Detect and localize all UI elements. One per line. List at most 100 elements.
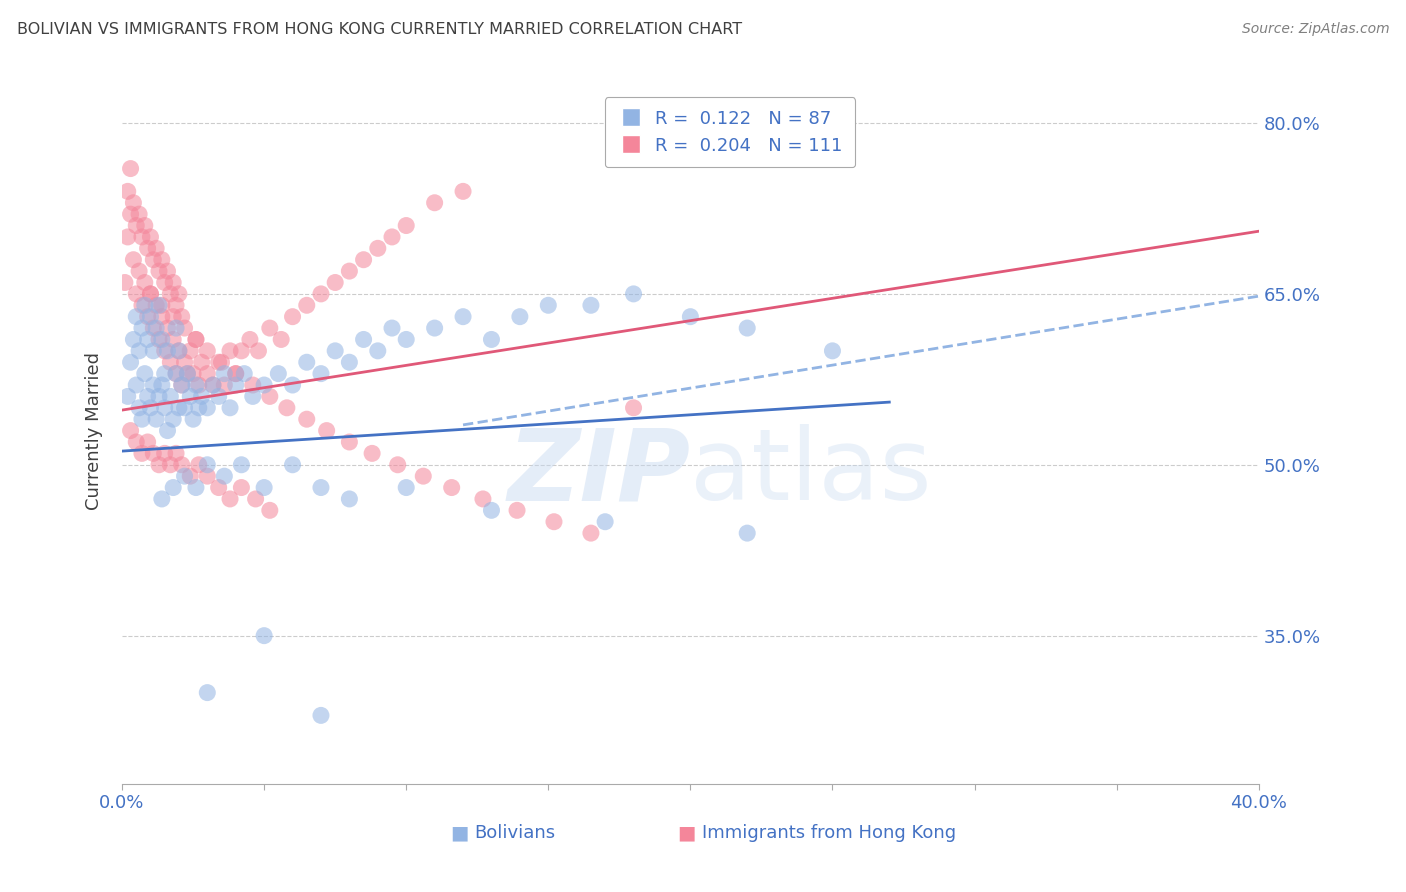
Point: [162, 412, 184, 426]
Point: [170, 378, 193, 392]
Point: [179, 389, 201, 403]
Point: [156, 321, 179, 335]
Point: [167, 286, 190, 301]
Point: [412, 469, 434, 483]
Point: [114, 276, 136, 290]
Point: [367, 241, 389, 255]
Point: [131, 412, 153, 426]
Point: [150, 310, 173, 324]
Point: [337, 434, 360, 449]
Point: [253, 629, 276, 643]
Point: [219, 401, 242, 415]
Point: [170, 310, 193, 324]
Point: [735, 321, 758, 335]
Point: [440, 481, 463, 495]
Point: [471, 491, 494, 506]
Point: [253, 481, 276, 495]
Point: [142, 252, 165, 267]
Point: [153, 343, 176, 358]
Point: [139, 230, 162, 244]
Point: [367, 343, 389, 358]
Point: [481, 333, 503, 347]
Point: [259, 503, 281, 517]
Point: [259, 321, 281, 335]
Point: [323, 343, 346, 358]
Point: [156, 264, 179, 278]
Point: [167, 401, 190, 415]
Point: [179, 343, 201, 358]
Legend: R =  0.122   N = 87, R =  0.204   N = 111: R = 0.122 N = 87, R = 0.204 N = 111: [605, 97, 855, 168]
Point: [153, 446, 176, 460]
Point: [184, 378, 207, 392]
Point: [120, 207, 142, 221]
Point: [136, 389, 159, 403]
Point: [281, 458, 304, 472]
Point: [225, 378, 247, 392]
Point: [214, 469, 236, 483]
Point: [295, 355, 318, 369]
Point: [259, 389, 281, 403]
Point: [153, 367, 176, 381]
Point: [139, 286, 162, 301]
Point: [136, 241, 159, 255]
Point: [165, 367, 187, 381]
Point: [131, 446, 153, 460]
Point: [136, 310, 159, 324]
Point: [117, 389, 139, 403]
Point: [245, 491, 267, 506]
Point: [167, 343, 190, 358]
Point: [231, 481, 253, 495]
Point: [142, 446, 165, 460]
Point: [735, 526, 758, 541]
Point: [162, 481, 184, 495]
Point: [579, 526, 602, 541]
Point: [145, 321, 167, 335]
Point: [195, 401, 218, 415]
Point: [231, 458, 253, 472]
Point: [150, 252, 173, 267]
Point: [165, 446, 187, 460]
Point: [242, 389, 264, 403]
Point: [120, 424, 142, 438]
Point: [134, 219, 156, 233]
Point: [253, 378, 276, 392]
Point: [537, 298, 560, 312]
Point: [309, 481, 332, 495]
Point: [150, 298, 173, 312]
Point: [214, 367, 236, 381]
Point: [173, 469, 195, 483]
Point: [131, 230, 153, 244]
Point: [679, 310, 702, 324]
Text: Immigrants from Hong Kong: Immigrants from Hong Kong: [702, 824, 956, 842]
Point: [153, 401, 176, 415]
Point: [131, 321, 153, 335]
Point: [131, 298, 153, 312]
Point: [173, 321, 195, 335]
Text: ■: ■: [450, 823, 468, 843]
Point: [145, 412, 167, 426]
Point: [125, 286, 148, 301]
Point: [451, 310, 474, 324]
Point: [156, 424, 179, 438]
Point: [281, 378, 304, 392]
Point: [309, 367, 332, 381]
Point: [150, 491, 173, 506]
Point: [219, 343, 242, 358]
Text: Bolivians: Bolivians: [474, 824, 555, 842]
Point: [134, 367, 156, 381]
Point: [117, 230, 139, 244]
Point: [270, 333, 292, 347]
Point: [208, 481, 231, 495]
Point: [225, 367, 247, 381]
Point: [506, 503, 529, 517]
Point: [125, 219, 148, 233]
Text: atlas: atlas: [690, 425, 932, 522]
Point: [162, 310, 184, 324]
Point: [423, 195, 446, 210]
Point: [122, 195, 145, 210]
Point: [353, 252, 375, 267]
Point: [543, 515, 565, 529]
Point: [128, 207, 150, 221]
Point: [337, 264, 360, 278]
Point: [128, 401, 150, 415]
